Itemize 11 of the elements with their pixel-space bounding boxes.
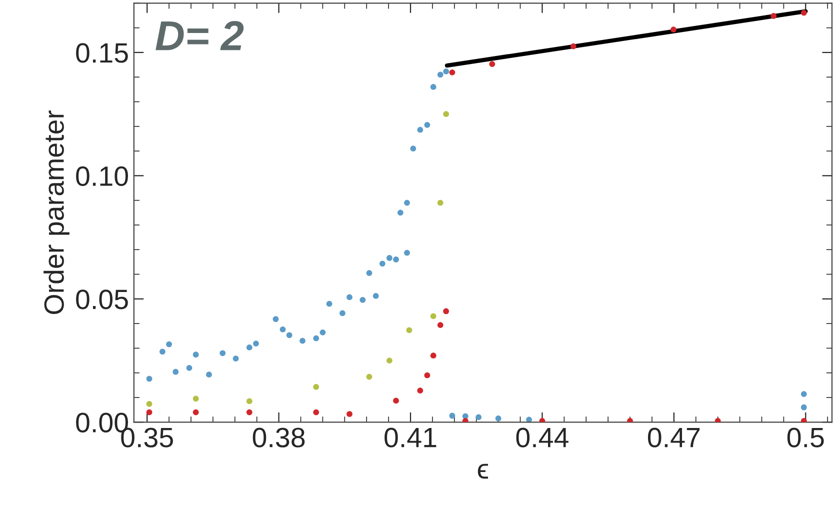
x-axis-title: ϵ (478, 464, 488, 479)
x-tick-label: 0.44 (516, 428, 568, 448)
y-tick-label: 0.05 (76, 290, 128, 310)
y-axis-title: Order parameter (44, 110, 70, 314)
x-tick-label: 0.38 (252, 428, 305, 448)
x-tick-label: 0.5 (787, 428, 824, 448)
y-tick-label: 0.15 (76, 43, 128, 63)
annotation: D= 2 (156, 21, 244, 50)
x-tick-label: 0.41 (384, 428, 436, 448)
x-tick-label: 0.47 (648, 428, 700, 448)
y-tick-label: 0.10 (76, 166, 128, 186)
